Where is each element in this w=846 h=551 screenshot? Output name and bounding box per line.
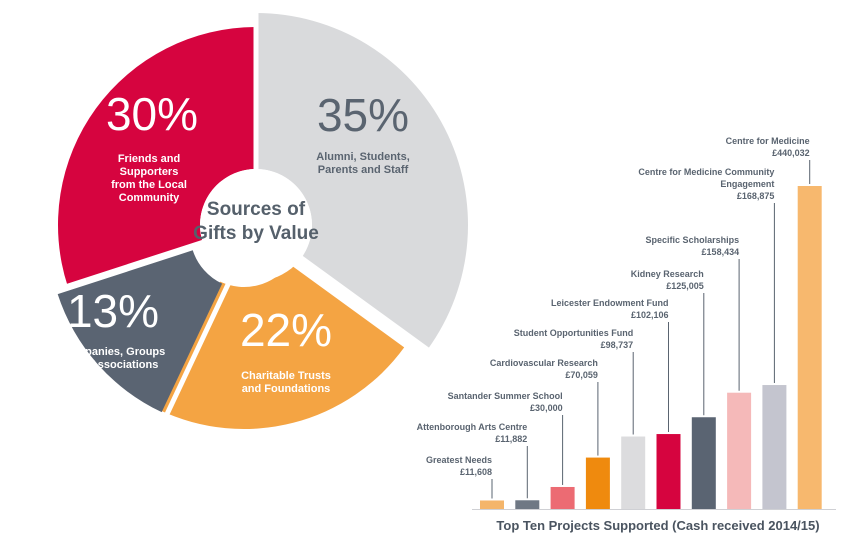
bar-category-label: Leicester Endowment Fund bbox=[551, 298, 669, 308]
pie-slice-label: Parents and Staff bbox=[318, 164, 409, 176]
bar bbox=[480, 500, 504, 509]
bar-value-label: £125,005 bbox=[666, 281, 704, 291]
bar bbox=[515, 500, 540, 509]
pie-slice bbox=[57, 250, 223, 413]
bar bbox=[621, 436, 646, 509]
bar-category-label: Engagement bbox=[720, 179, 774, 189]
bar-category-label: Centre for Medicine bbox=[726, 136, 810, 146]
bar bbox=[656, 434, 681, 509]
bar-category-label: Specific Scholarships bbox=[646, 235, 740, 245]
bar-category-label: Cardiovascular Research bbox=[490, 358, 598, 368]
pie-slice-label: from the Local bbox=[111, 179, 187, 191]
bar-category-label: Kidney Research bbox=[631, 269, 704, 279]
bar bbox=[691, 417, 716, 509]
bar-value-label: £11,608 bbox=[460, 467, 492, 477]
bar bbox=[727, 392, 752, 509]
bar-value-label: £102,106 bbox=[631, 310, 669, 320]
bar-category-label: Attenborough Arts Centre bbox=[417, 422, 528, 432]
pie-center-hole bbox=[200, 169, 312, 281]
pie-slice-label: Companies, Groups bbox=[61, 346, 166, 358]
bar-category-label: Centre for Medicine Community bbox=[638, 167, 774, 177]
pie-slice-label: and Foundations bbox=[242, 383, 331, 395]
bar-category-label: Santander Summer School bbox=[448, 391, 563, 401]
bar bbox=[762, 385, 787, 509]
pie-slice-divider bbox=[157, 269, 237, 430]
bar-category-label: Greatest Needs bbox=[426, 455, 492, 465]
pie-slice bbox=[256, 13, 468, 350]
pie-slice-divider bbox=[41, 238, 210, 297]
bar bbox=[585, 457, 610, 509]
bar-chart-title: Top Ten Projects Supported (Cash receive… bbox=[496, 518, 819, 533]
pie-slice-divider bbox=[294, 252, 440, 360]
pie-slice-label: and Associations bbox=[68, 359, 159, 371]
pie-slice-percent: 30% bbox=[106, 88, 198, 140]
pie-slice-label: Community bbox=[119, 192, 180, 204]
pie-slice-label: Alumni, Students, bbox=[316, 151, 410, 163]
pie-slice-label: Supporters bbox=[120, 166, 179, 178]
pie-slice-label: Friends and bbox=[118, 153, 180, 165]
pie-slice-percent: 13% bbox=[67, 285, 159, 337]
bar bbox=[550, 486, 575, 509]
bar-value-label: £98,737 bbox=[601, 340, 634, 350]
bar-value-label: £70,059 bbox=[565, 370, 598, 380]
pie-chart: 35% Alumni, Students,Parents and Staff 22%… bbox=[41, 0, 468, 430]
bar-value-label: £168,875 bbox=[737, 191, 775, 201]
bar-value-label: £440,032 bbox=[772, 148, 810, 158]
bar-value-label: £158,434 bbox=[702, 247, 740, 257]
pie-slice-label: Charitable Trusts bbox=[241, 370, 331, 382]
bar-category-label: Student Opportunities Fund bbox=[514, 328, 633, 338]
bar-value-label: £30,000 bbox=[530, 403, 563, 413]
pie-slice bbox=[57, 27, 256, 287]
pie-slice-percent: 22% bbox=[240, 304, 332, 356]
bar-value-label: £11,882 bbox=[495, 434, 527, 444]
pie-center-title: Sources of bbox=[207, 199, 306, 220]
pie-slice-percent: 35% bbox=[317, 89, 409, 141]
bar bbox=[797, 186, 822, 509]
bar-chart: Greatest Needs £11,608 Attenborough Arts C… bbox=[417, 136, 836, 533]
pie-center-title: Gifts by Value bbox=[193, 223, 319, 244]
